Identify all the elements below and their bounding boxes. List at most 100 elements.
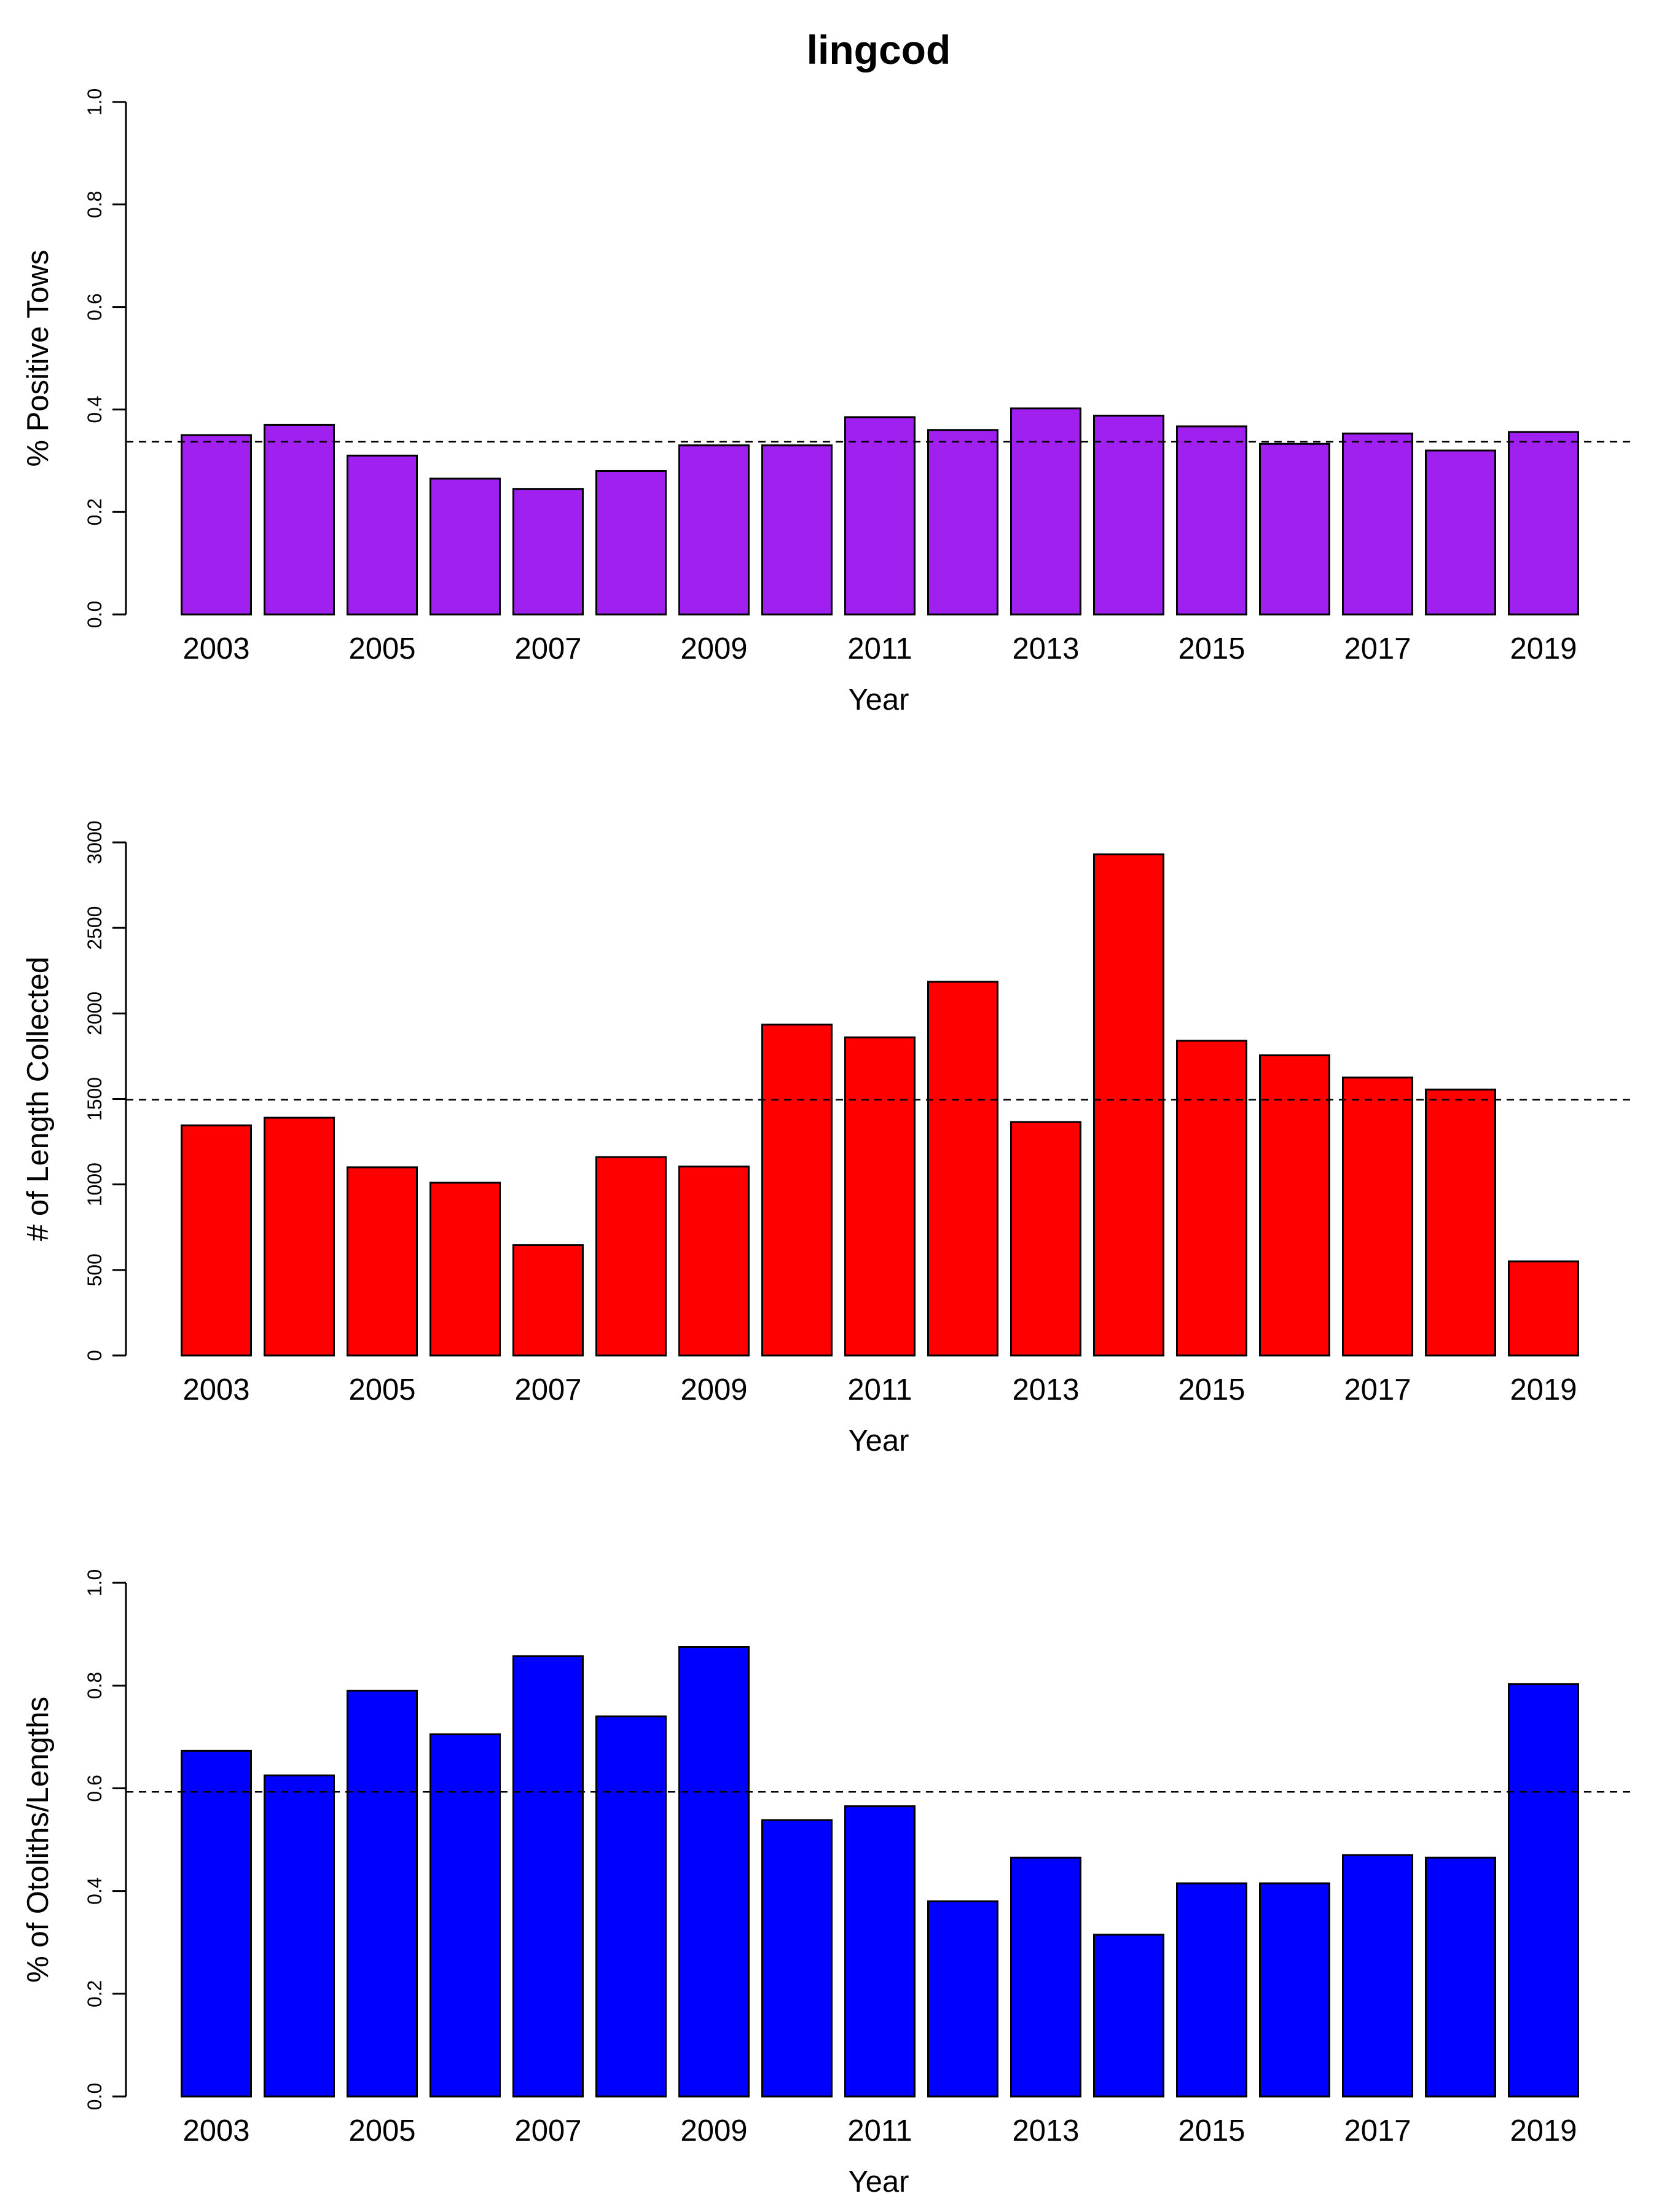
bar-2016 <box>1259 1882 1330 2098</box>
bar-2011 <box>844 416 916 616</box>
bar-2014 <box>1093 1934 1164 2098</box>
y-tick-label: 0.4 <box>84 396 106 423</box>
x-tick-label: 2019 <box>1510 632 1577 665</box>
bar-2019 <box>1508 431 1579 616</box>
panel-1: 0.0 0.2 0.4 0.6 0.8 1.0 % Positive Tows 2003 200… <box>22 88 1631 716</box>
bar-2012 <box>927 981 998 1357</box>
bar-2007 <box>512 1655 584 2098</box>
bar-2018 <box>1425 1088 1496 1357</box>
x-tick-label: 2005 <box>348 632 415 665</box>
bar-2012 <box>927 1900 998 2098</box>
bar-2013 <box>1010 1856 1081 2098</box>
main-title: lingcod <box>807 27 951 73</box>
y-tick-label: 0.6 <box>84 293 106 320</box>
y-tick-label: 1.0 <box>84 88 106 116</box>
y-tick-label: 1500 <box>84 1077 106 1121</box>
bar-2004 <box>264 1775 335 2098</box>
bar-2010 <box>761 1819 833 2098</box>
bar-2006 <box>429 1733 501 2098</box>
x-tick-label: 2007 <box>514 1373 581 1406</box>
bar-2008 <box>595 1715 667 2098</box>
bar-2019 <box>1508 1683 1579 2098</box>
bar-2017 <box>1342 433 1413 616</box>
y-tick-label: 3000 <box>84 820 106 864</box>
x-tick-label: 2003 <box>182 632 249 665</box>
y-tick-label: 2000 <box>84 992 106 1035</box>
x-tick-label: 2013 <box>1012 1373 1079 1406</box>
x-tick-label: 2003 <box>182 2114 249 2147</box>
x-tick-label: 2005 <box>348 1373 415 1406</box>
bar-2004 <box>264 1116 335 1357</box>
y-tick-label: 0.8 <box>84 191 106 218</box>
bar-2015 <box>1176 425 1247 616</box>
x-tick-label: 2009 <box>680 2114 747 2147</box>
x-tick-label: 2015 <box>1178 2114 1245 2147</box>
y-tick-label: 0.2 <box>84 498 106 525</box>
bar-2014 <box>1093 853 1164 1357</box>
x-axis-title: Year <box>848 2165 909 2198</box>
y-tick-label: 0.0 <box>84 2083 106 2110</box>
bar-2007 <box>512 488 584 616</box>
x-tick-label: 2017 <box>1344 1373 1411 1406</box>
x-tick-label: 2017 <box>1344 632 1411 665</box>
bar-2005 <box>347 1690 418 2098</box>
panels: 0.0 0.2 0.4 0.6 0.8 1.0 % Positive Tows 2003 200… <box>22 88 1631 2198</box>
y-tick-label: 0.0 <box>84 601 106 628</box>
x-tick-label: 2011 <box>847 632 912 665</box>
x-tick-label: 2019 <box>1510 1373 1577 1406</box>
x-tick-label: 2005 <box>348 2114 415 2147</box>
bar-2014 <box>1093 414 1164 616</box>
bar-2013 <box>1010 1121 1081 1357</box>
bar-2015 <box>1176 1040 1247 1357</box>
bar-2011 <box>844 1036 916 1357</box>
panel-3: 0.0 0.2 0.4 0.6 0.8 1.0 % of Otoliths/Lengths 2… <box>22 1569 1631 2198</box>
bar-2012 <box>927 429 998 616</box>
bar-2009 <box>678 444 750 616</box>
bar-2013 <box>1010 407 1081 616</box>
x-tick-label: 2015 <box>1178 1373 1245 1406</box>
bar-2016 <box>1259 1054 1330 1357</box>
y-axis-title: # of Length Collected <box>22 957 55 1241</box>
x-tick-label: 2007 <box>514 632 581 665</box>
x-tick-label: 2013 <box>1012 632 1079 665</box>
x-tick-label: 2011 <box>847 1373 912 1406</box>
bar-2005 <box>347 1166 418 1357</box>
bar-2009 <box>678 1165 750 1357</box>
bar-2018 <box>1425 1856 1496 2098</box>
y-tick-label: 0.2 <box>84 1980 106 2007</box>
bar-2005 <box>347 454 418 616</box>
bar-2004 <box>264 423 335 616</box>
bar-2010 <box>761 1023 833 1357</box>
bar-2003 <box>181 434 252 616</box>
panel-2: 0 500 1000 1500 2000 2500 3000 # of Length Coll… <box>22 820 1631 1457</box>
x-tick-label: 2009 <box>680 1373 747 1406</box>
bar-2008 <box>595 1156 667 1357</box>
x-axis-title: Year <box>848 1424 909 1457</box>
bar-2008 <box>595 469 667 616</box>
bar-2003 <box>181 1124 252 1357</box>
x-axis-title: Year <box>848 683 909 716</box>
x-tick-label: 2009 <box>680 632 747 665</box>
bar-2006 <box>429 1182 501 1357</box>
bar-2017 <box>1342 1854 1413 2098</box>
y-tick-label: 0 <box>84 1350 106 1361</box>
bar-2010 <box>761 444 833 616</box>
bar-2016 <box>1259 442 1330 616</box>
x-tick-label: 2015 <box>1178 632 1245 665</box>
x-tick-label: 2017 <box>1344 2114 1411 2147</box>
y-tick-label: 1.0 <box>84 1569 106 1596</box>
y-tick-label: 0.6 <box>84 1775 106 1802</box>
y-tick-label: 2500 <box>84 906 106 950</box>
bar-2011 <box>844 1805 916 2098</box>
bar-2006 <box>429 477 501 616</box>
y-tick-label: 0.4 <box>84 1877 106 1904</box>
y-tick-label: 0.8 <box>84 1672 106 1699</box>
bar-2009 <box>678 1646 750 2098</box>
y-tick-label: 500 <box>84 1253 106 1286</box>
x-tick-label: 2011 <box>847 2114 912 2147</box>
x-tick-label: 2007 <box>514 2114 581 2147</box>
bar-2015 <box>1176 1882 1247 2098</box>
bar-2018 <box>1425 449 1496 616</box>
bar-2007 <box>512 1244 584 1357</box>
